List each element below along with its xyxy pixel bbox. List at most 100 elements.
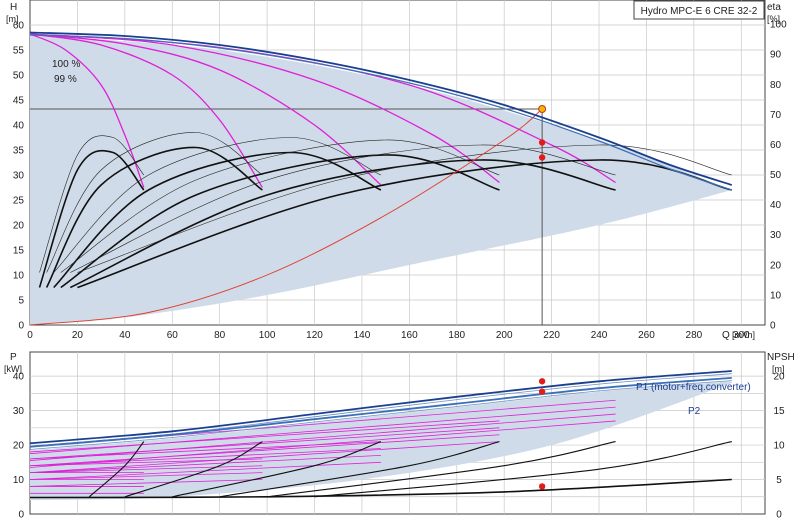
y2-tick-label: 30 (770, 230, 782, 241)
p-tick-label: 30 (13, 406, 25, 417)
y-tick-label: 55 (13, 46, 25, 57)
y2-tick-label: 20 (770, 260, 782, 271)
x-tick-label: 300 (733, 330, 750, 341)
power-reduced-speed-line (29, 420, 500, 453)
npsh-tick-label: 15 (773, 406, 785, 417)
efficiency-curve-thin (60, 139, 500, 273)
x-tick-label: 0 (27, 330, 33, 341)
operating-range-area (30, 35, 732, 325)
y-axis-unit-p: [kW] (4, 364, 22, 374)
power-reduced-speed-line (29, 465, 263, 474)
efficiency-point-lower (538, 154, 546, 161)
npsh-curve (219, 441, 500, 498)
p2-operating-point (538, 388, 546, 395)
system-curve (29, 108, 543, 326)
p-tick-label: 10 (13, 475, 25, 486)
power-reduced-speed-line (29, 479, 263, 487)
x-tick-label: 120 (306, 330, 323, 341)
y2-tick-label: 90 (770, 50, 782, 61)
p-tick-label: 40 (13, 372, 25, 383)
npsh-curve (124, 441, 263, 498)
efficiency-curve-thin (46, 132, 263, 273)
efficiency-curve (45, 146, 263, 288)
y-tick-label: 20 (13, 221, 25, 232)
x-tick-label: 20 (72, 330, 84, 341)
y2-axis-label-eta: eta (767, 2, 781, 13)
power-reduced-speed-line (29, 448, 381, 467)
p2-curve (29, 377, 732, 448)
p1-curve (29, 370, 732, 445)
annotation-100-percent: 100 % (52, 59, 80, 70)
max-speed-curve-inner (29, 34, 732, 191)
y-tick-label: 45 (13, 96, 25, 107)
power-reduced-speed-line (29, 472, 263, 480)
y2-tick-label: 0 (770, 321, 776, 332)
y-tick-label: 50 (13, 71, 25, 82)
power-reduced-speed-line (29, 434, 500, 467)
x-tick-label: 100 (259, 330, 276, 341)
npsh-curve (267, 441, 616, 498)
y-tick-label: 15 (13, 246, 25, 257)
npsh-tick-label: 0 (776, 510, 782, 520)
x-axis-unit-q: [m³/h] (732, 330, 755, 340)
x-tick-label: 160 (401, 330, 418, 341)
y2-axis-unit-npsh: [m] (772, 364, 785, 374)
y-tick-label: 25 (13, 196, 25, 207)
y-axis-label-h: H (10, 2, 17, 13)
qh-reduced-speed-curve (29, 33, 145, 188)
y-tick-label: 40 (13, 121, 25, 132)
y-tick-label: 0 (18, 321, 24, 332)
npsh-tick-label: 5 (776, 475, 782, 486)
x-axis-label-q: Q (722, 330, 730, 341)
power-reduced-speed-line (29, 441, 500, 474)
npsh-tick-label: 20 (773, 372, 785, 383)
qh-reduced-speed-curve (29, 33, 382, 186)
y2-tick-label: 40 (770, 200, 782, 211)
y-tick-label: 5 (18, 296, 24, 307)
efficiency-curve-thin (70, 144, 616, 273)
p1-operating-point (538, 378, 546, 385)
npsh-curve (172, 441, 382, 498)
y-tick-label: 60 (13, 21, 25, 32)
y2-axis-unit-eta: [%] (767, 14, 780, 24)
chart-title: Hydro MPC-E 6 CRE 32-2 (641, 6, 758, 17)
x-tick-label: 60 (167, 330, 179, 341)
y2-axis-label-npsh: NPSH (767, 352, 795, 363)
power-reduced-speed-line (29, 441, 381, 460)
efficiency-curve-thin (77, 144, 732, 273)
efficiency-curve (53, 151, 382, 289)
power-reduced-speed-line (29, 427, 500, 460)
y-tick-label: 35 (13, 146, 25, 157)
npsh-curve (314, 441, 732, 498)
x-tick-label: 180 (448, 330, 465, 341)
efficiency-curve (69, 159, 616, 289)
x-tick-label: 200 (496, 330, 513, 341)
y2-tick-label: 50 (770, 170, 782, 181)
y2-tick-label: 70 (770, 110, 782, 121)
title-box (633, 0, 765, 20)
y-tick-label: 10 (13, 271, 25, 282)
duty-point (538, 105, 547, 113)
max-speed-curve (29, 31, 733, 186)
power-reduced-speed-line (29, 458, 263, 467)
y-tick-label: 30 (13, 171, 25, 182)
x-tick-label: 240 (591, 330, 608, 341)
efficiency-curve-thin (53, 137, 382, 273)
y2-tick-label: 60 (770, 140, 782, 151)
annotation-99-percent: 99 % (54, 74, 77, 85)
p-tick-label: 0 (18, 510, 24, 520)
efficiency-curve (60, 154, 500, 289)
power-reduced-speed-line (29, 413, 616, 461)
x-tick-label: 260 (638, 330, 655, 341)
y-axis-label-p: P (10, 352, 17, 363)
power-reduced-speed-line (29, 406, 616, 455)
x-tick-label: 220 (543, 330, 560, 341)
x-tick-label: 40 (119, 330, 131, 341)
y2-tick-label: 10 (770, 290, 782, 301)
y-axis-unit-h: [m] (6, 14, 19, 24)
x-tick-label: 140 (354, 330, 371, 341)
qh-reduced-speed-curve (29, 33, 263, 188)
efficiency-point-upper (538, 139, 546, 146)
annotation-p1: P1 (motor+freq.converter) (636, 382, 751, 393)
